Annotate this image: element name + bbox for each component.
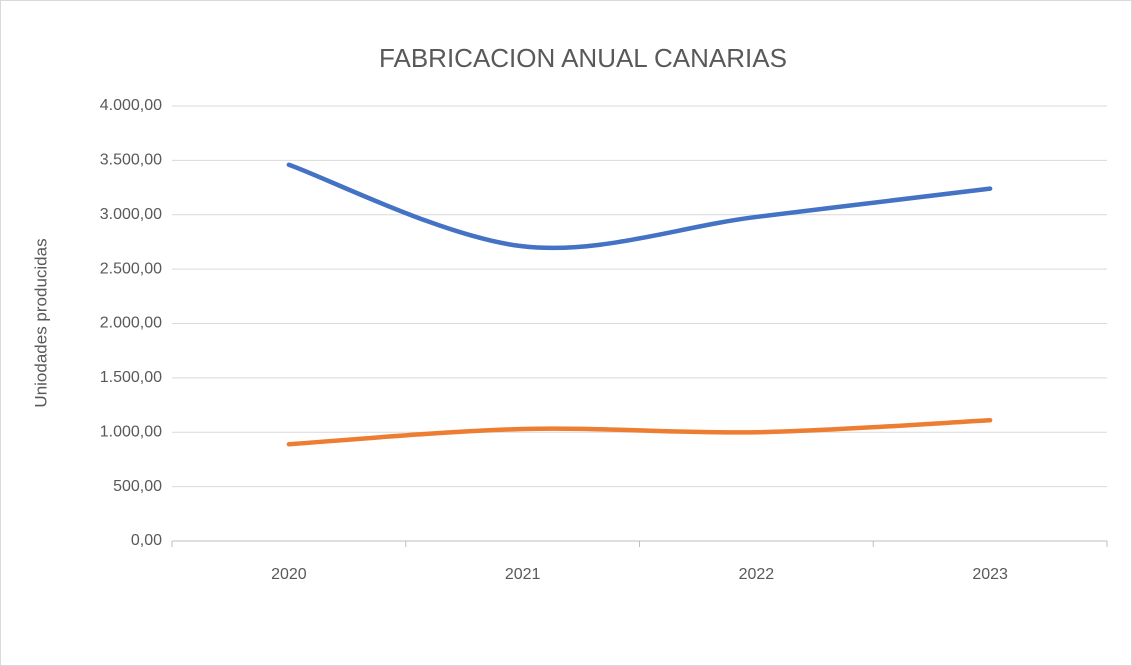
y-tick-label: 500,00 bbox=[113, 478, 162, 495]
x-tick-label: 2022 bbox=[739, 566, 775, 583]
x-tick-label: 2020 bbox=[271, 566, 307, 583]
y-tick-label: 3.000,00 bbox=[100, 206, 162, 223]
y-tick-label: 2.000,00 bbox=[100, 315, 162, 332]
y-tick-label: 0,00 bbox=[131, 532, 162, 549]
x-tick-label: 2023 bbox=[972, 566, 1008, 583]
y-tick-label: 4.000,00 bbox=[100, 97, 162, 114]
chart-title: FABRICACION ANUAL CANARIAS bbox=[379, 43, 787, 73]
y-axis-label: Uniodades producidas bbox=[31, 238, 50, 407]
y-tick-label: 3.500,00 bbox=[100, 152, 162, 169]
x-tick-label: 2021 bbox=[505, 566, 541, 583]
y-tick-label: 1.500,00 bbox=[100, 369, 162, 386]
y-tick-label: 2.500,00 bbox=[100, 260, 162, 277]
y-tick-label: 1.000,00 bbox=[100, 423, 162, 440]
series-line bbox=[286, 418, 993, 447]
series-line bbox=[286, 162, 993, 251]
